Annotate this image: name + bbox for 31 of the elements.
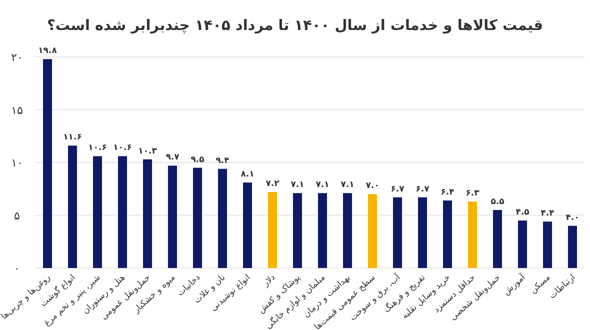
value-label: ۴.۰ <box>566 212 580 223</box>
value-label: ۷.۲ <box>266 179 280 190</box>
value-label: ۴.۵ <box>516 208 530 218</box>
ytick: ۱۰ <box>11 156 23 170</box>
value-label: ۱۰.۳ <box>138 146 157 156</box>
value-label: ۱۱.۶ <box>63 132 82 143</box>
value-label: ۱۰.۶ <box>113 143 132 154</box>
ytick: ۵ <box>14 209 20 222</box>
value-label: ۶.۴ <box>440 187 454 198</box>
value-label: ۹.۴ <box>216 156 230 166</box>
category: آموزش <box>502 272 528 298</box>
value-label: ۶.۷ <box>390 184 404 194</box>
value-label: ۶.۷ <box>416 184 430 194</box>
value-label: ۵.۵ <box>490 196 504 207</box>
value-label: ۹.۵ <box>190 154 204 165</box>
value-label: ۱۹.۸ <box>38 46 57 56</box>
value-label: ۶.۳ <box>466 188 480 199</box>
category: مسکن <box>528 272 552 296</box>
ytick: ۱۵ <box>11 104 23 117</box>
value-label: ۹.۷ <box>166 152 180 163</box>
value-label: ۷.۱ <box>290 180 304 190</box>
category: دلار <box>261 272 278 289</box>
value-label: ۷.۱ <box>340 180 354 190</box>
value-label: ۷.۱ <box>316 180 330 190</box>
value-label: ۸.۱ <box>240 170 254 180</box>
ytick: ۲۰ <box>11 51 23 64</box>
value-label: ۴.۴ <box>540 208 554 219</box>
title: قیمت کالاها و خدمات از سال ۱۴۰۰ تا مرداد ۱۴۰۵ چندبرابر شده است؟ <box>46 18 544 34</box>
ytick: ۰ <box>14 262 20 275</box>
value-label: ۱۰.۶ <box>88 143 107 154</box>
value-label: ۷.۰ <box>366 181 380 192</box>
